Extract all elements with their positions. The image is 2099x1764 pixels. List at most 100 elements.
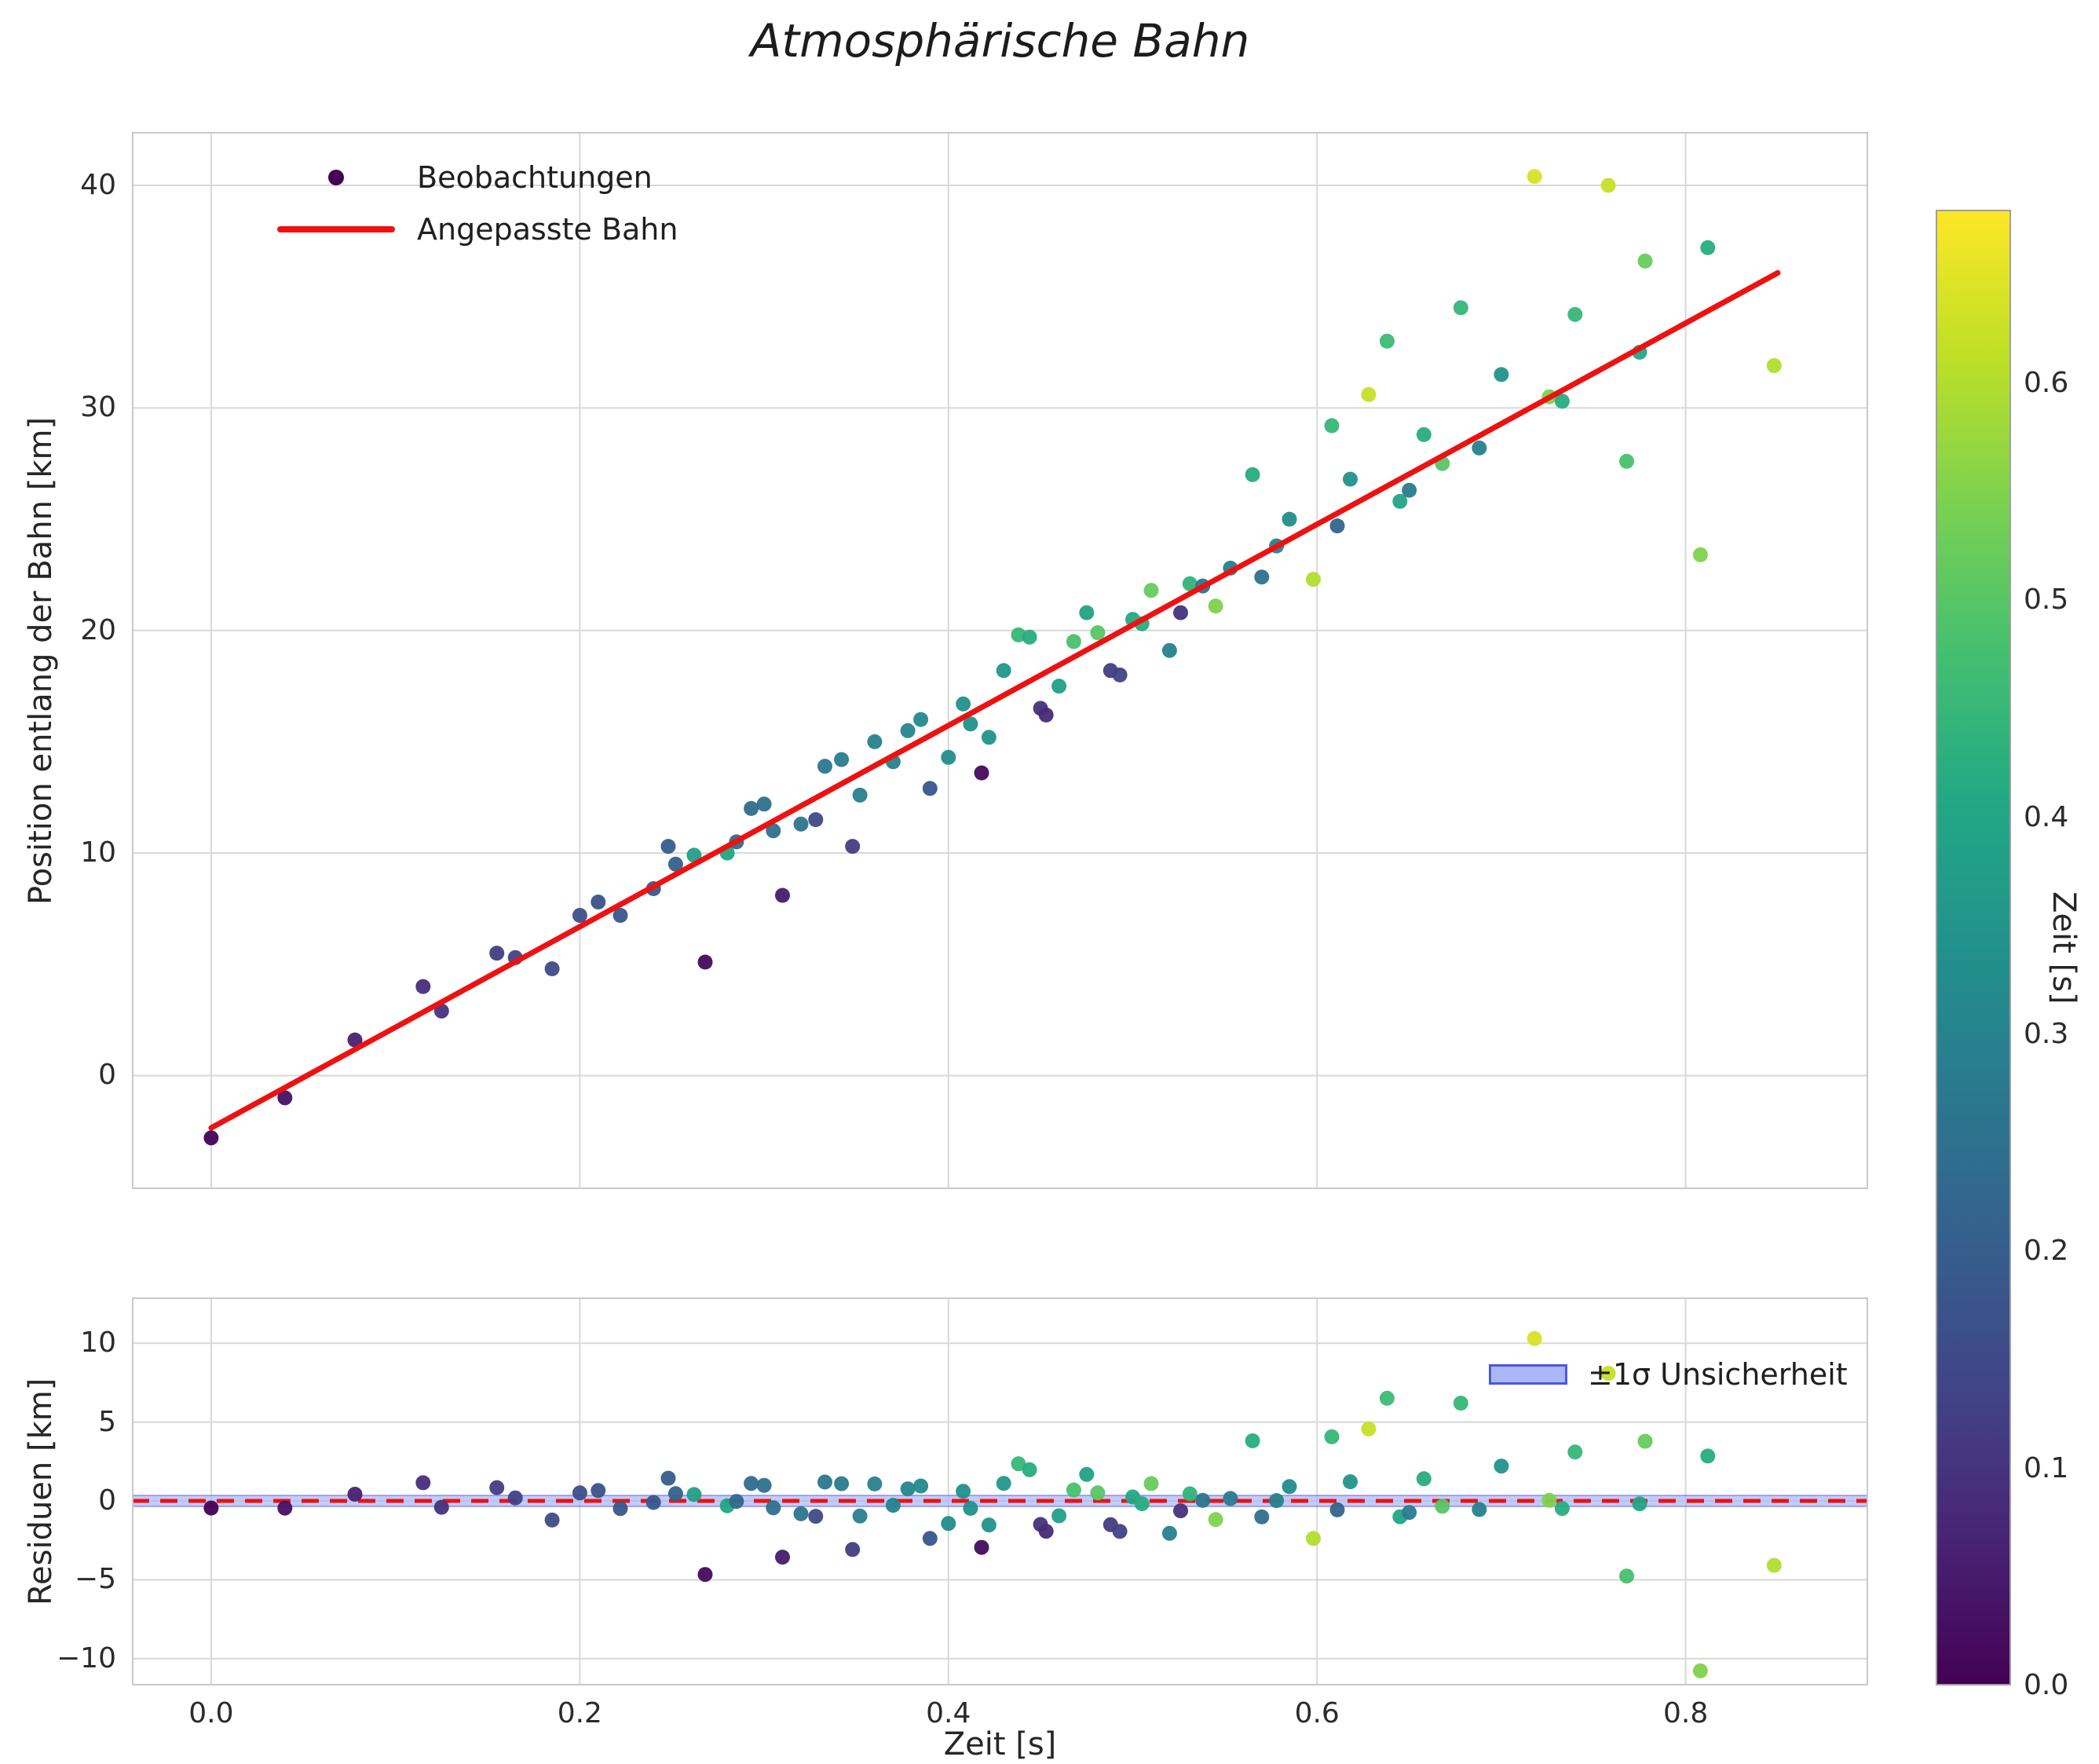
scatter-point bbox=[996, 663, 1011, 679]
scatter-point bbox=[1379, 333, 1395, 349]
residual-point bbox=[1038, 1524, 1054, 1539]
residual-point bbox=[1541, 1492, 1557, 1508]
residual-point bbox=[277, 1500, 293, 1516]
residual-point bbox=[1453, 1396, 1468, 1411]
residual-point bbox=[1361, 1421, 1377, 1436]
x-tick-label: 0.2 bbox=[557, 1697, 602, 1729]
scatter-point bbox=[974, 765, 989, 781]
x-tick-label: 0.8 bbox=[1662, 1697, 1709, 1729]
residual-point bbox=[203, 1500, 219, 1516]
axes-border bbox=[132, 1297, 1868, 1685]
residual-point bbox=[1324, 1429, 1340, 1444]
residual-point bbox=[1692, 1663, 1708, 1678]
scatter-point bbox=[686, 847, 702, 863]
residual-point bbox=[817, 1474, 832, 1490]
scatter-point bbox=[1402, 482, 1417, 498]
residual-point bbox=[1282, 1479, 1297, 1495]
residual-point bbox=[1494, 1458, 1509, 1474]
scatter-point bbox=[1329, 518, 1345, 534]
residual-point bbox=[852, 1508, 868, 1524]
residual-point bbox=[845, 1542, 861, 1557]
scatter-point bbox=[766, 823, 781, 839]
residual-point bbox=[793, 1506, 809, 1521]
chart-title: Atmosphärische Bahn bbox=[750, 14, 1250, 68]
residual-point bbox=[963, 1501, 978, 1516]
main-plot-axes bbox=[132, 132, 1868, 1189]
residual-point bbox=[613, 1501, 628, 1517]
scatter-point bbox=[900, 723, 916, 738]
scatter-point bbox=[1090, 625, 1106, 641]
legend-item-observations: Beobachtungen bbox=[275, 156, 678, 199]
residual-point bbox=[808, 1509, 824, 1524]
residual-point bbox=[756, 1477, 772, 1493]
scatter-point bbox=[277, 1090, 293, 1106]
residual-point bbox=[1402, 1505, 1417, 1521]
scatter-point bbox=[913, 712, 929, 727]
scatter-point bbox=[852, 787, 868, 803]
residual-y-tick-label: −5 bbox=[74, 1563, 116, 1596]
scatter-point bbox=[956, 696, 971, 712]
residual-point bbox=[1527, 1330, 1542, 1346]
residual-point bbox=[1379, 1390, 1395, 1406]
colorbar-tick-label: 0.6 bbox=[2024, 367, 2069, 400]
scatter-point bbox=[941, 749, 956, 765]
legend-handle bbox=[275, 170, 397, 185]
residual-point bbox=[1632, 1496, 1647, 1512]
scatter-point bbox=[756, 796, 772, 812]
main-y-tick-label: 30 bbox=[80, 391, 116, 424]
residual-point bbox=[1112, 1524, 1128, 1539]
residual-point bbox=[415, 1475, 431, 1491]
scatter-point bbox=[1637, 253, 1653, 269]
residual-point bbox=[1619, 1568, 1634, 1584]
residual-point bbox=[1182, 1486, 1198, 1502]
residual-point bbox=[1554, 1501, 1570, 1517]
scatter-point bbox=[1766, 358, 1782, 373]
residual-legend: ±1σ Unsicherheit bbox=[1489, 1357, 1848, 1392]
residual-y-tick-label: −10 bbox=[57, 1641, 116, 1674]
scatter-point bbox=[1282, 511, 1297, 527]
legend-label-observations: Beobachtungen bbox=[417, 160, 653, 195]
residual-point bbox=[1435, 1499, 1450, 1514]
residual-point bbox=[1416, 1471, 1432, 1487]
legend-label-fit: Angepasste Bahn bbox=[417, 212, 678, 247]
scatter-point bbox=[1245, 467, 1260, 482]
scatter-point bbox=[1112, 667, 1128, 683]
scatter-point bbox=[775, 887, 790, 903]
residual-point bbox=[697, 1567, 713, 1583]
colorbar-tick-label: 0.3 bbox=[2024, 1018, 2069, 1051]
colorbar-tick-label: 0.5 bbox=[2024, 584, 2069, 617]
residual-point bbox=[572, 1485, 587, 1501]
scatter-point bbox=[660, 839, 676, 855]
scatter-point bbox=[1392, 493, 1408, 509]
residual-point bbox=[1022, 1462, 1037, 1477]
scatter-point bbox=[1567, 306, 1583, 322]
residual-point bbox=[507, 1490, 523, 1506]
scatter-point bbox=[981, 730, 996, 745]
scatter-point bbox=[613, 908, 628, 923]
scatter-point bbox=[808, 812, 824, 828]
residual-point bbox=[1051, 1508, 1067, 1524]
main-y-tick-label: 0 bbox=[98, 1059, 116, 1092]
residual-point bbox=[645, 1495, 661, 1510]
residual-point bbox=[913, 1478, 929, 1494]
residual-point bbox=[1173, 1503, 1188, 1519]
scatter-point bbox=[544, 961, 560, 976]
scatter-point bbox=[1324, 418, 1340, 434]
scatter-point bbox=[834, 752, 850, 767]
main-y-tick-label: 20 bbox=[80, 613, 116, 646]
scatter-point bbox=[1143, 583, 1159, 598]
scatter-point bbox=[1173, 605, 1188, 620]
scatter-point bbox=[203, 1130, 219, 1146]
residual-point bbox=[1306, 1531, 1321, 1546]
residual-point bbox=[922, 1531, 938, 1546]
xlabel: Zeit [s] bbox=[943, 1726, 1057, 1762]
residual-y-tick-label: 10 bbox=[80, 1327, 116, 1360]
residual-point bbox=[544, 1512, 560, 1528]
legend-handle bbox=[275, 226, 397, 232]
scatter-point bbox=[1453, 300, 1468, 316]
scatter-point bbox=[1022, 629, 1037, 645]
fit-line bbox=[208, 269, 1781, 1131]
residual-point bbox=[1143, 1476, 1159, 1491]
residual-point bbox=[1208, 1512, 1223, 1528]
